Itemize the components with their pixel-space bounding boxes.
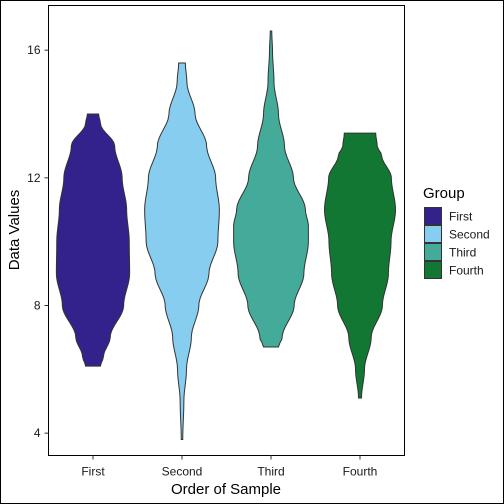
violin-first <box>55 113 131 367</box>
legend-label-fourth: Fourth <box>449 264 484 278</box>
x-tick-label: First <box>81 465 105 479</box>
legend-key-third <box>424 243 442 261</box>
legend-label-first: First <box>449 210 473 224</box>
legend-label-third: Third <box>449 246 476 260</box>
legend-key-second <box>424 225 442 243</box>
x-axis-title: Order of Sample <box>171 481 281 498</box>
violin-fourth <box>323 132 397 399</box>
legend-key-fourth <box>424 261 442 279</box>
legend-title: Group <box>423 185 465 202</box>
y-tick-label: 4 <box>34 426 41 440</box>
x-tick-label: Fourth <box>343 465 378 479</box>
legend-key-first <box>424 207 442 225</box>
legend-label-second: Second <box>449 228 490 242</box>
violin-third <box>233 30 309 348</box>
legend: Group First Second Third Fourth <box>423 185 490 279</box>
y-tick-label: 12 <box>27 171 41 185</box>
x-axis: First Second Third Fourth <box>81 455 378 479</box>
x-tick-label: Third <box>257 465 284 479</box>
violin-second <box>144 62 220 441</box>
y-axis: 4 8 12 16 <box>27 43 49 440</box>
x-tick-label: Second <box>162 465 203 479</box>
y-tick-label: 16 <box>27 43 41 57</box>
y-axis-title: Data Values <box>6 190 23 271</box>
violin-layer <box>55 30 397 441</box>
y-tick-label: 8 <box>34 299 41 313</box>
